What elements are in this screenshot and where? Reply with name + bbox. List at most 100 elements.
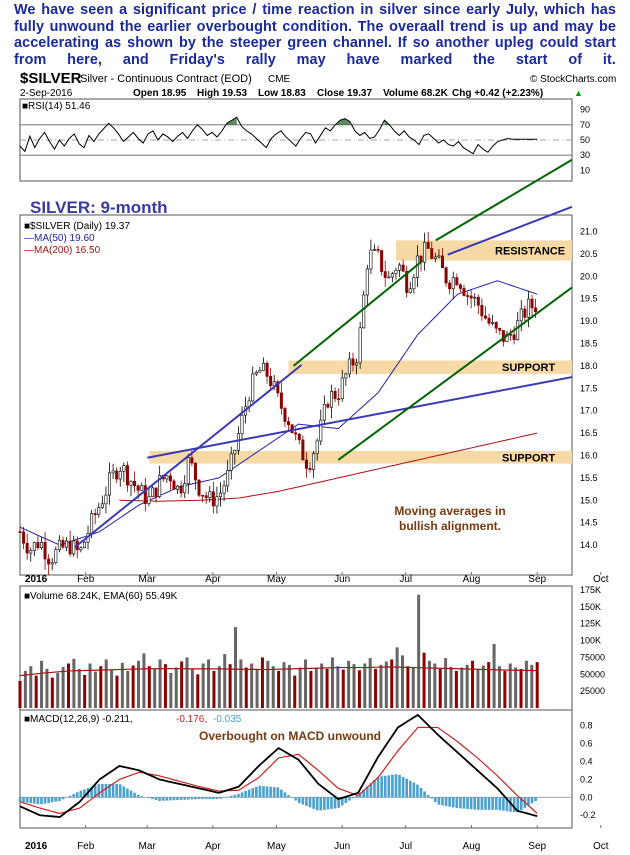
macd-histogram-bar [534, 797, 537, 802]
price-zone-support [288, 360, 572, 374]
macd-histogram-bar [419, 787, 423, 798]
price-candle-body [204, 495, 208, 499]
macd-histogram-bar [233, 794, 237, 798]
price-candle-body [165, 475, 169, 480]
macd-histogram-bar [358, 792, 362, 798]
rsi-chart: 90 70 50 30 10 ■RSI(14) 51.46 [19, 101, 590, 175]
price-candle-body [222, 485, 226, 494]
price-candle-body [90, 513, 94, 534]
macd-histogram-bar [251, 788, 255, 798]
macd-histogram-bar [519, 797, 523, 811]
price-candle-body [183, 483, 187, 494]
price-candle-body [190, 457, 194, 464]
volume-bar [233, 627, 237, 708]
macd-histogram-bar [219, 797, 222, 799]
x-month-label: Jun [334, 841, 350, 852]
macd-histogram-bar [58, 797, 61, 801]
macd-histogram-bar [208, 797, 212, 800]
macd-histogram-bar [75, 792, 79, 798]
price-candle-body [451, 277, 455, 290]
ma50-line [19, 280, 538, 546]
macd-histogram-bar [129, 790, 133, 798]
price-candle-body [512, 334, 516, 340]
price-tick-label: 15.5 [580, 473, 598, 483]
macd-histogram-bar [387, 775, 391, 798]
macd-histogram-bar [494, 797, 498, 810]
price-candle-body [25, 542, 29, 554]
price-candle-body [437, 255, 441, 258]
price-tick-label: 16.0 [580, 450, 598, 460]
trendline-blue [447, 205, 573, 256]
price-candle-body [193, 462, 197, 481]
volume-bar [50, 677, 54, 708]
price-candle-body [36, 542, 40, 549]
macd-histogram-bar [212, 797, 215, 800]
price-candle-body [526, 298, 530, 318]
price-candle-body [47, 558, 51, 565]
volume-bar [190, 668, 194, 708]
price-candle-body [82, 541, 86, 549]
x-axis-labels: 2016 2016 Feb Feb Mar Mar Apr Apr May May Jun Jun Ju… [19, 572, 609, 852]
macd-histogram-bar [412, 782, 416, 798]
price-candle-body [100, 503, 104, 508]
macd-histogram-bar [262, 786, 265, 798]
macd-histogram-bar [444, 797, 448, 807]
macd-histogram-bar [355, 795, 358, 798]
volume-bar [66, 663, 70, 708]
price-candle-body [483, 315, 487, 319]
volume-bar [508, 663, 512, 708]
macd-histogram-bar [283, 792, 287, 798]
volume-value: Volume 68.2K [383, 88, 449, 99]
volume-tick-label: 75000 [580, 652, 605, 662]
price-candle-body [347, 358, 351, 375]
volume-bar [497, 666, 501, 708]
price-tick-label: 17.0 [580, 406, 598, 416]
macd-histogram-bar [430, 797, 434, 799]
macd-histogram-bar [40, 797, 43, 805]
volume-bar [427, 660, 431, 708]
macd-histogram-bar [287, 795, 290, 798]
price-candle-body [462, 288, 466, 296]
price-candle-body [57, 539, 61, 551]
volume-bar [120, 662, 124, 708]
macd-histogram-bar [333, 797, 337, 809]
price-tick-label: 20.5 [580, 249, 598, 259]
macd-histogram-bar [255, 786, 258, 798]
price-candle-body [115, 470, 119, 480]
macd-label-hist: -0.035 [213, 714, 242, 725]
volume-bar [88, 663, 92, 708]
macd-histogram-bar [319, 797, 323, 811]
volume-bar [137, 660, 141, 708]
macd-annotation: Overbought on MACD unwound [199, 729, 381, 743]
volume-bar [147, 666, 151, 708]
price-candle-body [405, 270, 409, 293]
macd-histogram-bar [498, 797, 502, 811]
volume-bar [250, 663, 254, 708]
volume-bar [476, 668, 480, 708]
price-candle-body [279, 392, 283, 409]
macd-histogram-bar [473, 797, 477, 810]
price-zone-resistance [395, 240, 572, 261]
macd-histogram-bar [362, 789, 366, 798]
volume-bar [228, 664, 232, 708]
volume-bar [298, 667, 302, 708]
price-candle-body [258, 370, 262, 373]
price-candle-body [154, 487, 158, 497]
price-tick-label: 19.5 [580, 294, 598, 304]
x-month-label: May [267, 841, 286, 852]
price-candle-body [22, 531, 26, 544]
zone-label: SUPPORT [502, 362, 555, 374]
volume-label: ■Volume 68.24K, EMA(60) 55.49K [24, 591, 178, 602]
volume-bar [519, 668, 523, 708]
price-candle-body [491, 322, 495, 324]
volume-bar [384, 661, 388, 708]
symbol: $SILVER [20, 70, 82, 87]
x-month-label: 2016 [25, 574, 48, 585]
macd-histogram-bar [451, 797, 455, 808]
macd-histogram-bar [459, 797, 462, 809]
volume-bar [83, 674, 87, 708]
volume-bar [320, 663, 324, 708]
macd-histogram-bar [247, 789, 251, 798]
price-annotation-line2: bullish alignment. [399, 519, 501, 533]
